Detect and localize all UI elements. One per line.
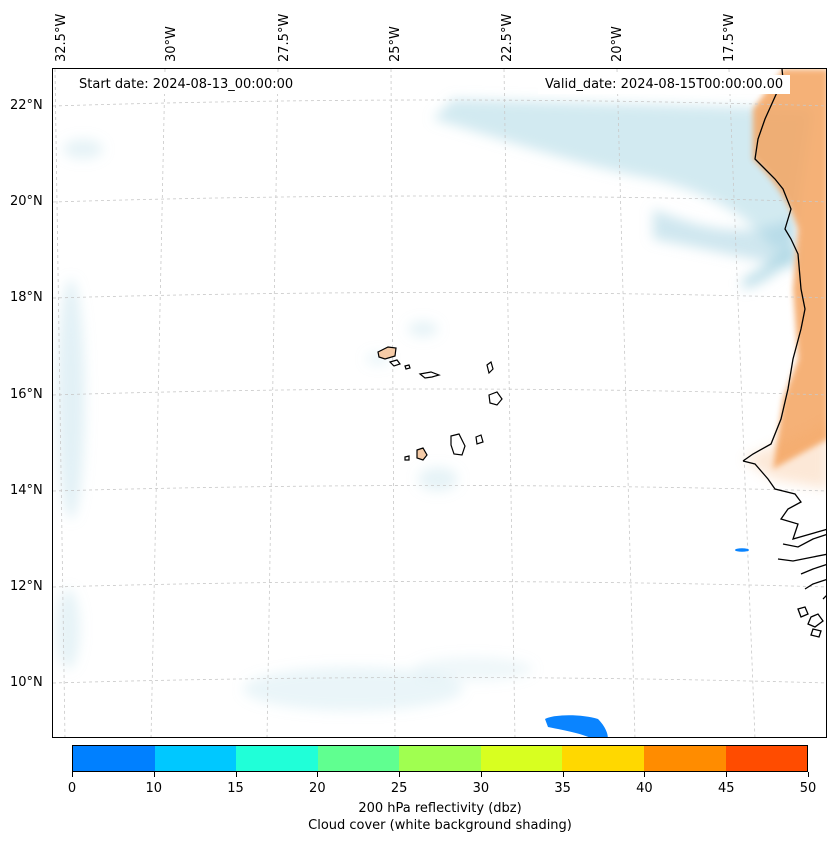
- cloud-cover-shading: [56, 99, 813, 711]
- meridian-17-5w: [728, 69, 756, 737]
- parallel-18n: [53, 292, 826, 299]
- cloud-streak-east: [743, 244, 798, 289]
- map-panel[interactable]: [52, 68, 827, 738]
- reflectivity-colorbar: [72, 745, 808, 772]
- coast-guinea-bissau: [777, 533, 826, 600]
- island-santo-antao: [377, 346, 397, 360]
- cape-verde-islands: [377, 346, 503, 461]
- meridian-22-5w: [503, 69, 516, 737]
- lon-label-30w: 30°W: [164, 26, 179, 62]
- colorbar-segment-7: [643, 746, 726, 771]
- coast-islands-bijagos: [797, 606, 824, 638]
- echo-south: [545, 715, 608, 737]
- lat-label-18n: 18°N: [10, 290, 43, 305]
- reflectivity-echoes: [545, 548, 749, 737]
- cloud-south-patch: [243, 667, 463, 711]
- colorbar-tick-label: 40: [636, 781, 653, 796]
- lat-label-20n: 20°N: [10, 194, 43, 209]
- cloud-mid-patch: [408, 321, 438, 337]
- valid-date-label: Valid_date: 2024-08-15T00:00:00.00: [538, 75, 791, 94]
- cloud-north-left: [63, 139, 103, 159]
- colorbar-subtitle: Cloud cover (white background shading): [308, 818, 572, 833]
- colorbar-tick: [317, 772, 319, 777]
- start-date-label: Start date: 2024-08-13_00:00:00: [72, 75, 301, 94]
- colorbar-tick: [480, 772, 482, 777]
- lon-label-27-5w: 27.5°W: [277, 13, 292, 62]
- colorbar-segment-6: [562, 746, 644, 771]
- parallel-12n: [53, 581, 826, 588]
- meridian-25w: [390, 69, 396, 737]
- colorbar-segment-5: [480, 746, 563, 771]
- colorbar-tick-label: 50: [799, 781, 817, 796]
- cloud-south-patch-2: [413, 657, 533, 681]
- colorbar-tick-label: 35: [554, 781, 571, 796]
- cloud-band-northeast: [653, 209, 798, 269]
- africa-coastline: [742, 69, 826, 638]
- colorbar-segment-2: [236, 746, 318, 771]
- island-fogo: [416, 447, 428, 461]
- meridian-27-5w: [266, 69, 279, 737]
- coast-senegal: [742, 460, 826, 540]
- colorbar-tick-label: 20: [309, 781, 326, 796]
- colorbar-tick-label: 30: [472, 781, 490, 796]
- echo-small-east: [735, 548, 749, 552]
- parallel-10n: [53, 677, 826, 684]
- lat-label-16n: 16°N: [10, 387, 43, 402]
- island-maio: [475, 434, 484, 445]
- colorbar-tick-label: 10: [145, 781, 163, 796]
- lon-label-17-5w: 17.5°W: [722, 13, 737, 62]
- cloud-west-strip: [57, 279, 85, 519]
- meridian-20w: [616, 69, 636, 737]
- island-sao-vicente: [388, 359, 401, 367]
- island-boa-vista: [488, 391, 503, 406]
- colorbar-tick: [726, 772, 728, 777]
- colorbar-tick: [399, 772, 401, 777]
- parallel-16n: [53, 388, 826, 396]
- colorbar-tick-label: 15: [227, 781, 244, 796]
- island-sao-nicolau: [418, 371, 441, 379]
- lon-label-20w: 20°W: [610, 26, 625, 62]
- colorbar-tick-label: 45: [717, 781, 735, 796]
- cloud-band-north: [433, 99, 813, 249]
- colorbar-segment-4: [399, 746, 481, 771]
- colorbar-title: 200 hPa reflectivity (dbz): [358, 801, 522, 816]
- lon-label-22-5w: 22.5°W: [500, 13, 515, 62]
- island-santa-luzia: [404, 364, 411, 370]
- meridian-30w: [150, 69, 166, 737]
- lon-label-25w: 25°W: [388, 26, 403, 62]
- lat-label-12n: 12°N: [10, 579, 43, 594]
- graticule: [53, 69, 826, 737]
- colorbar-tick-label: 25: [390, 781, 408, 796]
- colorbar-tick: [562, 772, 564, 777]
- colorbar-segment-3: [317, 746, 400, 771]
- colorbar-segment-1: [154, 746, 237, 771]
- lat-label-14n: 14°N: [10, 483, 43, 498]
- colorbar-tick: [153, 772, 155, 777]
- parallel-20n: [53, 195, 826, 203]
- lat-label-22n: 22°N: [10, 98, 43, 113]
- colorbar-tick: [644, 772, 646, 777]
- island-brava: [404, 455, 410, 461]
- cloud-west-low: [56, 589, 80, 669]
- land-reflectivity-shading: [743, 69, 826, 489]
- sahara-shading: [753, 69, 826, 469]
- cloud-islands-patch: [418, 467, 458, 491]
- parallel-14n: [53, 485, 826, 492]
- lat-label-10n: 10°N: [10, 675, 43, 690]
- colorbar-tick: [235, 772, 237, 777]
- colorbar-tick-label: 0: [67, 781, 77, 796]
- lon-label-32-5w: 32.5°W: [54, 13, 69, 62]
- meridian-32-5w: [54, 69, 66, 737]
- parallel-22n: [53, 99, 826, 107]
- coast-shading-south: [743, 420, 826, 489]
- colorbar-segment-0: [73, 746, 155, 771]
- colorbar-segment-8: [725, 746, 808, 771]
- colorbar-tick: [72, 772, 73, 777]
- island-santiago: [450, 433, 466, 456]
- island-sal: [486, 360, 494, 375]
- coast-mauritania: [742, 69, 806, 462]
- map-canvas: [53, 69, 826, 737]
- colorbar-tick: [808, 772, 809, 777]
